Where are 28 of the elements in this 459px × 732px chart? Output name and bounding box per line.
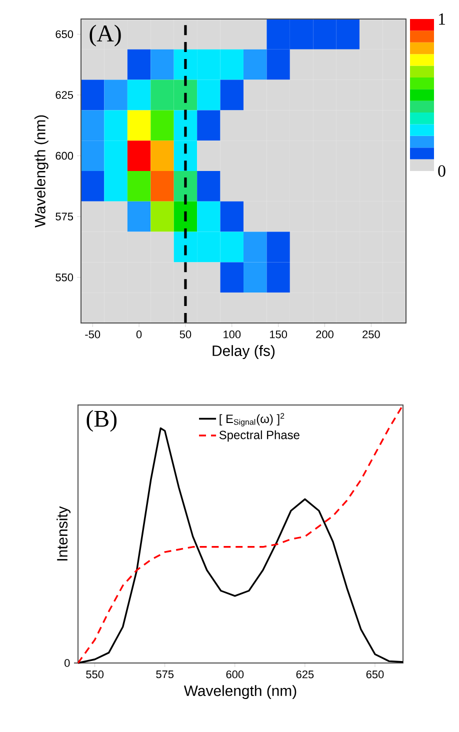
x-axis-title: Wavelength (nm) [184, 685, 296, 700]
x-tick-label: 600 [226, 670, 244, 678]
y-tick-label: 650 [56, 30, 74, 38]
x-tick-label: 100 [224, 330, 241, 338]
y-tick-label: 625 [56, 91, 74, 99]
x-tick-label: -50 [85, 330, 100, 338]
x-tick-label: 575 [156, 670, 174, 678]
annotation: (A) [90, 24, 121, 46]
legend-label: Spectral Phase [219, 430, 300, 442]
y-axis-title: Intensity [56, 506, 70, 560]
x-tick-label: 625 [296, 670, 314, 678]
x-tick-label: 50 [180, 330, 192, 338]
text: 0 [64, 659, 70, 667]
x-tick-label: 0 [136, 330, 142, 338]
legend-label: [ E$_{Signal}$(ω) ]$^{2}$ [220, 413, 284, 426]
x-axis-title: Delay (fs) [212, 345, 275, 360]
x-tick-label: 250 [362, 330, 380, 338]
y-tick-label: 600 [56, 152, 74, 160]
x-tick-label: 200 [316, 330, 334, 338]
color-bar-label: 0 [438, 165, 446, 177]
x-tick-label: 150 [270, 330, 288, 338]
annotation: (B) [86, 410, 117, 432]
x-tick-label: 550 [86, 670, 104, 678]
y-axis-title: Wavelength (nm) [34, 115, 48, 228]
color-bar-label: 1 [439, 13, 445, 25]
y-tick-label: 575 [56, 212, 74, 220]
x-tick-label: 650 [366, 670, 384, 678]
y-tick-label: 550 [56, 274, 74, 282]
